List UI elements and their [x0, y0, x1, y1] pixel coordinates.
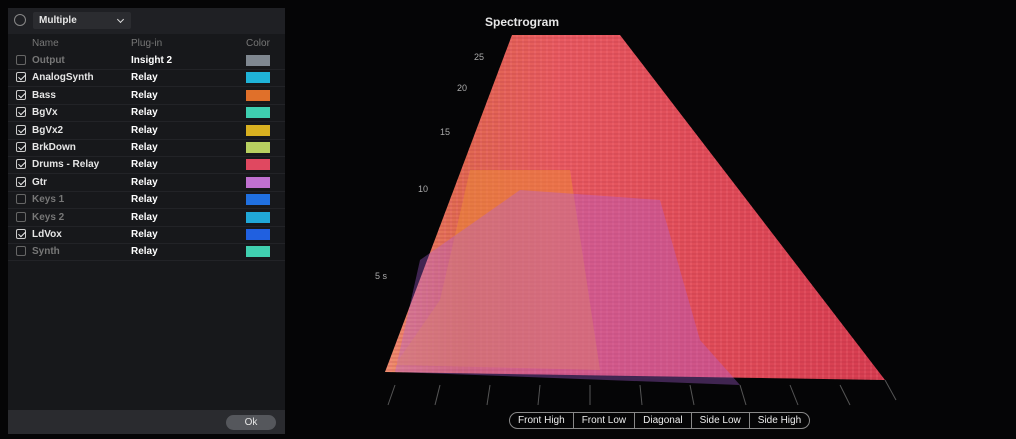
- track-name: BgVx: [32, 107, 58, 118]
- plugin-name: Relay: [131, 229, 158, 240]
- color-swatch[interactable]: [246, 55, 270, 66]
- checkbox[interactable]: [16, 246, 26, 256]
- track-name: Keys 1: [32, 194, 64, 205]
- column-header: Name: [32, 38, 59, 49]
- track-name: BrkDown: [32, 142, 76, 153]
- plugin-name: Relay: [131, 159, 158, 170]
- track-row: BgVx Relay: [8, 104, 285, 122]
- track-name: Bass: [32, 90, 56, 101]
- ok-button[interactable]: Ok: [226, 415, 276, 430]
- axis-label: 10: [418, 184, 428, 194]
- title: Spectrogram: [485, 15, 559, 29]
- track-row: Output Insight 2: [8, 52, 285, 70]
- checkbox[interactable]: [16, 125, 26, 135]
- color-swatch[interactable]: [246, 246, 270, 257]
- track-row: Keys 2 Relay: [8, 209, 285, 227]
- settings-icon[interactable]: [14, 14, 26, 26]
- checkbox[interactable]: [16, 229, 26, 239]
- plugin-name: Relay: [131, 212, 158, 223]
- axis-label: 5 s: [375, 271, 387, 281]
- track-name: Keys 2: [32, 212, 64, 223]
- track-name: Output: [32, 55, 65, 66]
- axis-label: 20: [457, 83, 467, 93]
- axis-label: 25: [474, 52, 484, 62]
- color-swatch[interactable]: [246, 159, 270, 170]
- track-name: Drums - Relay: [32, 159, 99, 170]
- track-row: AnalogSynth Relay: [8, 69, 285, 87]
- color-swatch[interactable]: [246, 229, 270, 240]
- track-name: Gtr: [32, 177, 47, 188]
- view-button[interactable]: Side High: [750, 413, 809, 428]
- view-button[interactable]: Side Low: [692, 413, 750, 428]
- track-name: Synth: [32, 246, 60, 257]
- panel-header: Multiple: [8, 8, 285, 34]
- track-row: Keys 1 Relay: [8, 191, 285, 209]
- track-row: Synth Relay: [8, 243, 285, 261]
- checkbox[interactable]: [16, 159, 26, 169]
- track-panel: Multiple Name Plug-in Color Output Insigh…: [8, 8, 285, 434]
- checkbox[interactable]: [16, 72, 26, 82]
- column-header: Plug-in: [131, 38, 162, 49]
- track-row: Gtr Relay: [8, 174, 285, 192]
- plugin-name: Relay: [131, 177, 158, 188]
- view-button[interactable]: Diagonal: [635, 413, 691, 428]
- color-swatch[interactable]: [246, 177, 270, 188]
- color-swatch[interactable]: [246, 194, 270, 205]
- color-swatch[interactable]: [246, 107, 270, 118]
- floor-ticks: [388, 380, 896, 405]
- column-header: Color: [246, 38, 270, 49]
- plugin-name: Relay: [131, 142, 158, 153]
- checkbox[interactable]: [16, 55, 26, 65]
- track-row: Bass Relay: [8, 87, 285, 105]
- plugin-name: Relay: [131, 107, 158, 118]
- checkbox[interactable]: [16, 177, 26, 187]
- plugin-name: Insight 2: [131, 55, 172, 66]
- mode-dropdown[interactable]: Multiple: [33, 12, 131, 29]
- plugin-name: Relay: [131, 72, 158, 83]
- color-swatch[interactable]: [246, 125, 270, 136]
- track-name: BgVx2: [32, 125, 63, 136]
- track-row: Drums - Relay Relay: [8, 156, 285, 174]
- plugin-name: Relay: [131, 125, 158, 136]
- plugin-name: Relay: [131, 90, 158, 101]
- app: Multiple Name Plug-in Color Output Insigh…: [0, 0, 1016, 439]
- panel-footer: Ok: [8, 410, 285, 434]
- checkbox[interactable]: [16, 90, 26, 100]
- color-swatch[interactable]: [246, 212, 270, 223]
- track-row: BgVx2 Relay: [8, 122, 285, 140]
- track-name: AnalogSynth: [32, 72, 94, 83]
- checkbox[interactable]: [16, 107, 26, 117]
- plugin-name: Relay: [131, 194, 158, 205]
- checkbox[interactable]: [16, 212, 26, 222]
- plugin-name: Relay: [131, 246, 158, 257]
- view-button[interactable]: Front High: [510, 413, 574, 428]
- track-name: LdVox: [32, 229, 62, 240]
- checkbox[interactable]: [16, 142, 26, 152]
- checkbox[interactable]: [16, 194, 26, 204]
- view-button[interactable]: Front Low: [574, 413, 635, 428]
- color-swatch[interactable]: [246, 72, 270, 83]
- track-row: BrkDown Relay: [8, 139, 285, 157]
- color-swatch[interactable]: [246, 142, 270, 153]
- axis-label: 15: [440, 127, 450, 137]
- color-swatch[interactable]: [246, 90, 270, 101]
- track-row: LdVox Relay: [8, 226, 285, 244]
